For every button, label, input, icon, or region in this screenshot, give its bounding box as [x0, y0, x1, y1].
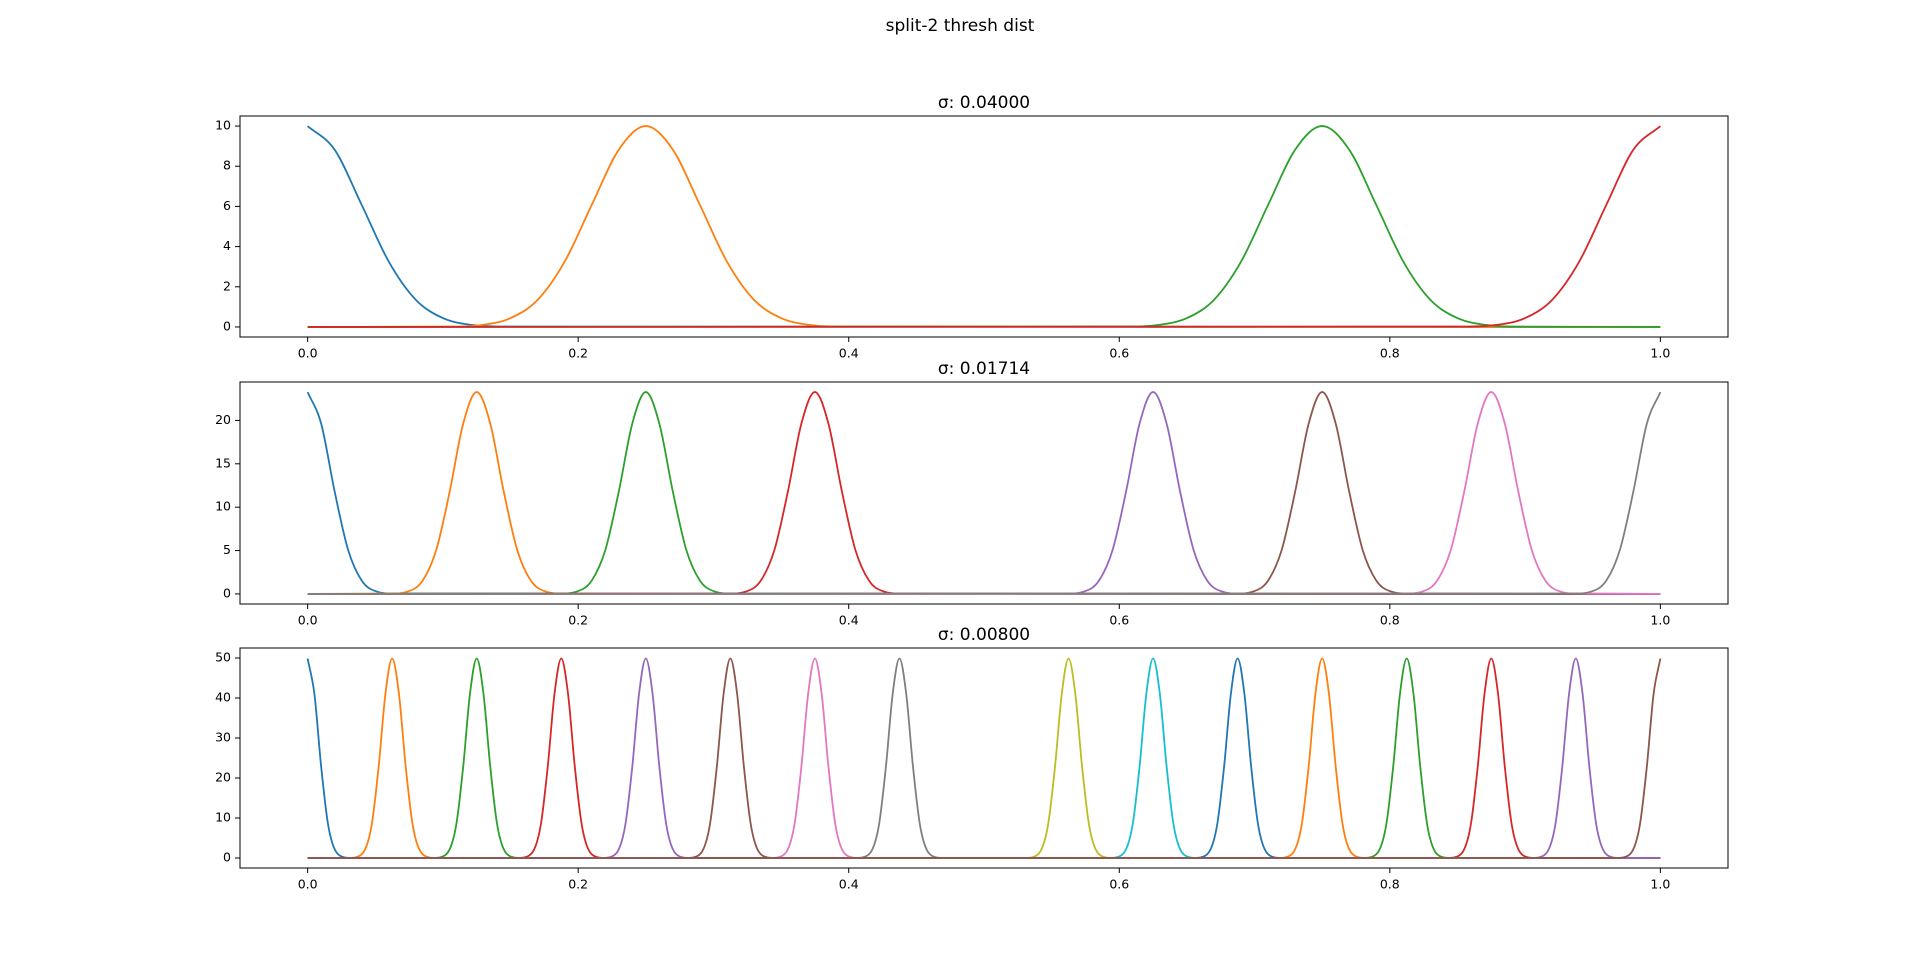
x-tick-label: 0.6 — [1109, 346, 1129, 361]
subplot: σ: 0.01714 0.0 0.2 0.4 0.6 0.8 1.0 0 5 10 15 20 — [215, 359, 1729, 628]
y-tick-label: 6 — [223, 198, 231, 213]
x-tick-label: 0.6 — [1109, 877, 1129, 892]
x-tick-label: 0.4 — [839, 613, 859, 628]
axes-frame — [239, 115, 1729, 338]
y-tick-label: 10 — [215, 810, 231, 825]
subplot-title: σ: 0.00800 — [938, 625, 1030, 645]
axes-frame — [239, 381, 1729, 605]
axes-frame — [239, 647, 1729, 869]
x-tick-label: 0.2 — [568, 613, 588, 628]
y-tick-label: 20 — [215, 412, 231, 427]
x-tick-label: 0.8 — [1380, 877, 1400, 892]
x-tick-label: 0.6 — [1109, 613, 1129, 628]
x-tick-label: 0.0 — [298, 613, 318, 628]
y-tick-label: 10 — [215, 499, 231, 514]
y-tick-label: 2 — [223, 278, 231, 293]
subplot-title: σ: 0.04000 — [938, 93, 1030, 113]
y-tick-label: 50 — [215, 650, 231, 665]
y-tick-label: 15 — [215, 455, 231, 470]
x-tick-label: 1.0 — [1650, 346, 1670, 361]
y-tick-label: 8 — [223, 158, 231, 173]
x-tick-label: 0.4 — [839, 877, 859, 892]
y-tick-label: 0 — [223, 318, 231, 333]
y-tick-label: 10 — [215, 118, 231, 133]
y-tick-label: 20 — [215, 770, 231, 785]
x-tick-label: 0.2 — [568, 877, 588, 892]
x-tick-label: 1.0 — [1650, 613, 1670, 628]
figure-title: split-2 thresh dist — [886, 16, 1035, 36]
x-tick-label: 0.4 — [839, 346, 859, 361]
x-tick-label: 0.8 — [1380, 346, 1400, 361]
y-tick-label: 40 — [215, 690, 231, 705]
y-tick-label: 30 — [215, 730, 231, 745]
y-tick-label: 4 — [223, 238, 231, 253]
y-tick-label: 0 — [223, 585, 231, 600]
x-tick-label: 0.0 — [298, 346, 318, 361]
curve — [307, 391, 1662, 595]
y-tick-label: 5 — [223, 542, 231, 557]
curve — [307, 125, 1661, 328]
subplot-title: σ: 0.01714 — [938, 359, 1030, 379]
subplot: σ: 0.00800 0.0 0.2 0.4 0.6 0.8 1.0 0 10 20 30 40 50 — [215, 625, 1729, 892]
subplot: σ: 0.04000 0.0 0.2 0.4 0.6 0.8 1.0 0 2 4 6 8 10 — [215, 93, 1729, 361]
y-tick-label: 0 — [223, 850, 231, 865]
x-tick-label: 0.2 — [568, 346, 588, 361]
curve — [307, 658, 1662, 859]
x-tick-label: 0.0 — [298, 877, 318, 892]
x-tick-label: 1.0 — [1650, 877, 1670, 892]
x-tick-label: 0.8 — [1380, 613, 1400, 628]
